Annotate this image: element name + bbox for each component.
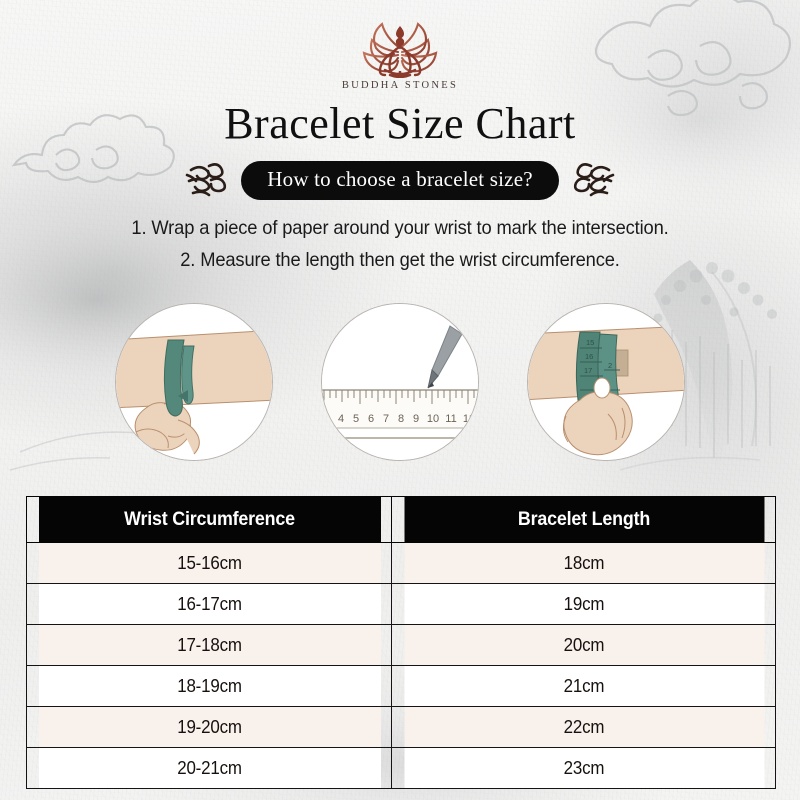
cell-bracelet-length: 22cm <box>402 706 765 748</box>
cell-wrist-circumference: 15-16cm <box>36 542 382 584</box>
cloud-outline-left <box>11 114 175 184</box>
ink-mountain-art <box>619 260 777 472</box>
svg-text:15: 15 <box>586 338 594 347</box>
brand-logo: BUDDHA STONES <box>0 22 800 91</box>
table-row: 15-16cm 18cm <box>27 542 776 584</box>
brand-name: BUDDHA STONES <box>341 80 459 91</box>
chinese-cloud-ornament-left-icon <box>185 163 227 197</box>
table-row: 18-19cm 21cm <box>27 665 776 707</box>
tape-mark-labels: 15 16 17 2 <box>584 338 612 375</box>
table-row: 16-17cm 19cm <box>27 583 776 625</box>
cell-bracelet-length: 18cm <box>402 542 765 584</box>
instruction-step-2: 2. Measure the length then get the wrist… <box>180 248 620 271</box>
table-row: 20-21cm 23cm <box>27 747 776 789</box>
cell-bracelet-length: 23cm <box>402 747 765 789</box>
cell-bracelet-length: 21cm <box>402 665 765 707</box>
svg-text:16: 16 <box>585 352 593 361</box>
figure-wrist-wrap-paper <box>115 303 273 461</box>
svg-text:4: 4 <box>338 413 344 425</box>
svg-text:5: 5 <box>353 413 359 425</box>
cell-bracelet-length: 19cm <box>402 583 765 625</box>
svg-text:10: 10 <box>427 413 439 425</box>
cell-wrist-circumference: 20-21cm <box>36 747 382 789</box>
instruction-step-1: 1. Wrap a piece of paper around your wri… <box>131 217 669 239</box>
cloud-outline-right <box>594 0 792 117</box>
svg-text:8: 8 <box>398 413 404 425</box>
svg-text:3: 3 <box>323 413 329 425</box>
svg-text:12: 12 <box>463 413 475 425</box>
cell-wrist-circumference: 17-18cm <box>36 624 382 666</box>
page-title: Bracelet Size Chart <box>224 99 576 148</box>
svg-text:6: 6 <box>368 413 374 425</box>
lotus-meditation-icon <box>362 22 438 78</box>
table-header-row: Wrist Circumference Bracelet Length <box>27 496 776 543</box>
cell-wrist-circumference: 19-20cm <box>36 706 382 748</box>
cell-wrist-circumference: 16-17cm <box>36 583 382 625</box>
pencil-icon <box>427 325 463 389</box>
wrist-wrap-paper-illustration <box>116 304 272 460</box>
column-header-bracelet-length: Bracelet Length <box>402 496 765 543</box>
table-row: 19-20cm 22cm <box>27 706 776 748</box>
figure-measuring-tape-wrist: 15 16 17 2 <box>527 303 685 461</box>
cell-bracelet-length: 20cm <box>402 624 765 666</box>
svg-text:17: 17 <box>584 366 592 375</box>
banner-label: How to choose a bracelet size? <box>241 160 559 200</box>
svg-text:7: 7 <box>383 413 389 425</box>
size-chart-table: Wrist Circumference Bracelet Length 15-1… <box>26 496 776 789</box>
measuring-tape-wrist-illustration: 15 16 17 2 <box>528 304 684 460</box>
table-row: 17-18cm 20cm <box>27 624 776 666</box>
cell-wrist-circumference: 18-19cm <box>36 665 382 707</box>
how-to-banner: How to choose a bracelet size? <box>0 160 800 200</box>
svg-text:11: 11 <box>445 413 456 425</box>
chinese-cloud-ornament-right-icon <box>573 163 615 197</box>
svg-text:2: 2 <box>608 361 612 370</box>
svg-text:9: 9 <box>413 413 419 425</box>
column-header-wrist-circumference: Wrist Circumference <box>36 496 382 543</box>
instruction-steps: 1. Wrap a piece of paper around your wri… <box>0 213 800 276</box>
